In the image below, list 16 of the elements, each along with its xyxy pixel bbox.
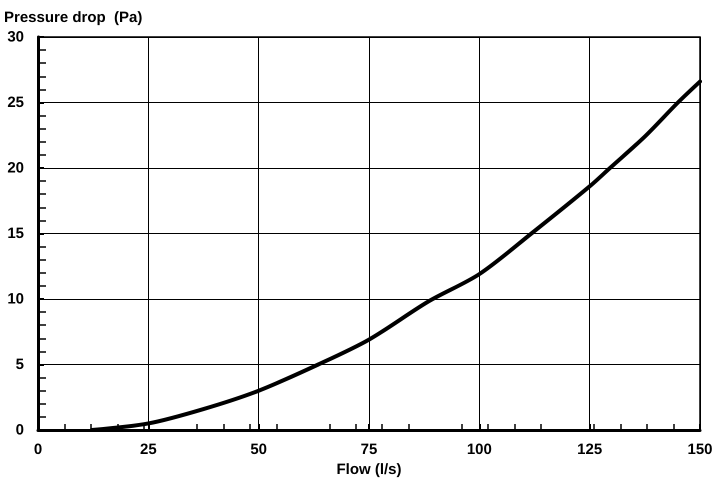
y-tick-label: 5 — [16, 356, 24, 373]
x-tick-label: 125 — [577, 441, 602, 458]
y-tick-label: 30 — [7, 28, 24, 46]
x-tick-label: 150 — [687, 441, 713, 458]
x-tick-label: 75 — [360, 441, 378, 458]
y-tick-label: 15 — [7, 225, 24, 242]
x-tick-label: 50 — [250, 441, 268, 458]
y-tick-label: 0 — [16, 422, 24, 438]
y-axis-title: Pressure drop (Pa) — [4, 9, 142, 26]
x-tick-label: 100 — [466, 441, 492, 458]
y-tick-label: 10 — [7, 290, 24, 308]
y-tick-label: 20 — [7, 160, 24, 176]
x-axis-title: Flow (l/s) — [336, 460, 402, 478]
x-tick-label: 25 — [140, 441, 157, 458]
y-tick-label: 25 — [7, 94, 24, 111]
x-tick-label: 0 — [34, 441, 42, 458]
